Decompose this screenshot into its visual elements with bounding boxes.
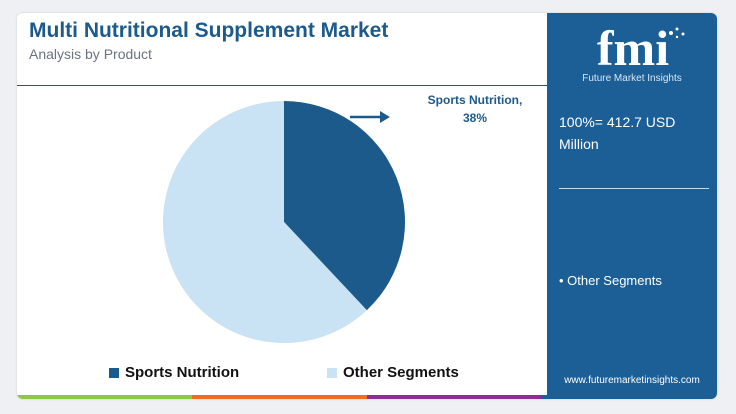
chart-legend: Sports Nutrition Other Segments <box>17 364 547 384</box>
page-subtitle: Analysis by Product <box>29 46 152 62</box>
legend-item-other-segments: Other Segments <box>327 364 459 381</box>
panel-segment-item: • Other Segments <box>559 273 662 288</box>
legend-swatch-sports-nutrition <box>109 367 119 378</box>
annotation-label-line1: Sports Nutrition, <box>428 93 523 107</box>
fmi-logo: fmi <box>573 20 693 87</box>
logo-letters: fmi <box>597 25 669 76</box>
pie-chart: Sports Nutrition, 38% <box>162 93 523 343</box>
bar-segment-purple <box>367 395 542 399</box>
bar-segment-orange <box>192 395 367 399</box>
bar-segment-blue <box>542 395 717 399</box>
legend-swatch-other-segments <box>327 367 337 378</box>
panel-divider <box>559 188 709 189</box>
legend-label: Sports Nutrition <box>125 364 240 381</box>
pie-slice-other-segments <box>162 101 367 343</box>
annotation-label-line2: 38% <box>463 111 487 125</box>
bar-segment-green <box>17 395 192 399</box>
logo-caption: Future Market Insights <box>582 73 682 84</box>
pie-slice-sports-nutrition <box>284 101 405 311</box>
annotation-arrow <box>350 111 390 123</box>
chart-card: Multi Nutritional Supplement Market Anal… <box>17 13 717 399</box>
page-title: Multi Nutritional Supplement Market <box>29 19 389 42</box>
bottom-color-bar <box>17 395 717 399</box>
side-panel: fmi Future Market Insights 100%= 412.7 U… <box>547 13 717 395</box>
website-url[interactable]: www.futuremarketinsights.com <box>564 375 700 386</box>
legend-label: Other Segments <box>343 364 459 381</box>
header-divider <box>17 85 547 86</box>
legend-item-sports-nutrition: Sports Nutrition <box>109 364 239 381</box>
fmi-logo-mark: fmi <box>597 20 685 76</box>
market-total: 100%= 412.7 USD Million <box>559 114 676 152</box>
